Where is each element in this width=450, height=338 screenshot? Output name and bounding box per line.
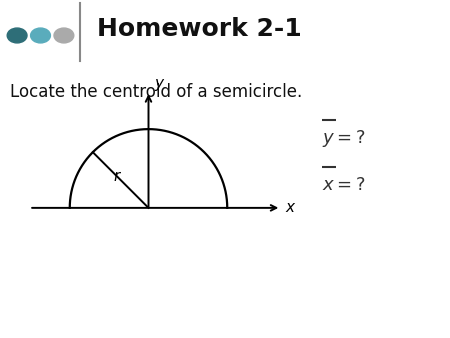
Text: x: x	[286, 200, 295, 215]
Text: r: r	[113, 169, 119, 184]
Text: $x = ?$: $x = ?$	[322, 176, 365, 194]
Text: $y = ?$: $y = ?$	[322, 128, 365, 149]
Circle shape	[7, 28, 27, 43]
Text: y: y	[154, 76, 163, 91]
Circle shape	[31, 28, 50, 43]
Circle shape	[54, 28, 74, 43]
Text: Homework 2-1: Homework 2-1	[97, 17, 302, 41]
Text: Locate the centroid of a semicircle.: Locate the centroid of a semicircle.	[10, 83, 302, 101]
